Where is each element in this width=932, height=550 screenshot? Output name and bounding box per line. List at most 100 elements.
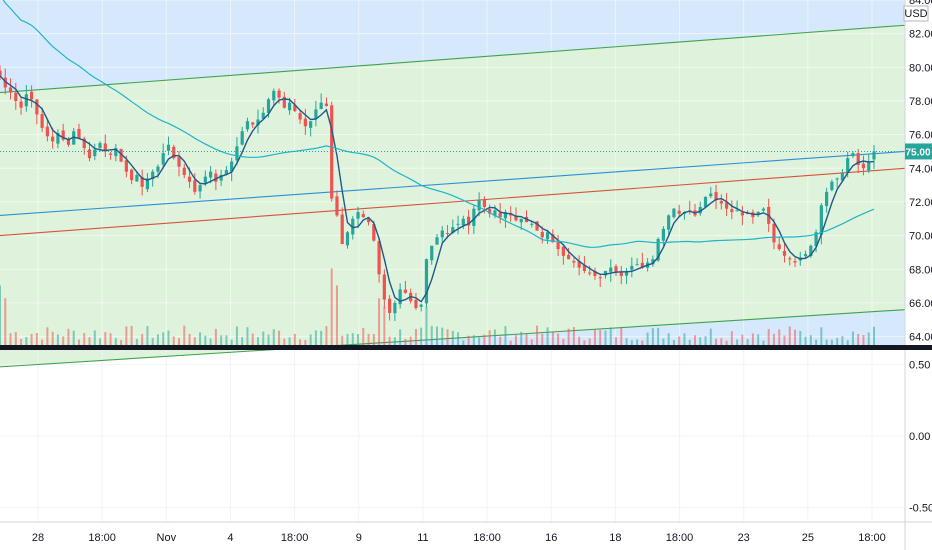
candle-body <box>435 237 439 245</box>
volume-bar <box>704 336 707 345</box>
volume-bar <box>541 333 544 345</box>
volume-bar <box>509 340 512 345</box>
candle-body <box>672 208 676 218</box>
candle-body <box>35 99 39 115</box>
volume-bar <box>715 338 718 345</box>
price-tags: USD 75.00 <box>903 5 932 160</box>
currency-box[interactable] <box>903 5 929 22</box>
trendline-blue-trend[interactable] <box>0 150 906 216</box>
volume-bar <box>214 328 217 345</box>
candle-body <box>730 209 734 213</box>
volume-bar <box>178 338 181 345</box>
candle-body <box>266 99 271 113</box>
candle-body <box>793 261 797 263</box>
candle-body <box>245 121 250 130</box>
moving-average-line[interactable] <box>0 0 875 248</box>
volume-bar <box>551 331 554 345</box>
volume-bar <box>251 333 254 345</box>
candle-body <box>593 271 597 276</box>
trendline-red-trend[interactable] <box>0 167 906 237</box>
price-tick-label: 74.00 <box>909 163 932 175</box>
volume-bar <box>425 306 428 345</box>
candle-body <box>782 250 787 256</box>
trendline-channel-upper[interactable] <box>0 24 906 94</box>
candle-body <box>556 242 560 250</box>
candle-body <box>61 130 65 140</box>
volume-bar <box>572 327 575 345</box>
candle-body <box>846 158 850 173</box>
volume-bar <box>77 339 80 345</box>
time-tick-label: 28 <box>32 532 44 544</box>
volume-bar <box>304 340 307 345</box>
vwap-line[interactable] <box>0 75 875 303</box>
time-tick-label: 25 <box>802 532 814 544</box>
volume-bar <box>241 337 244 345</box>
volume-bar <box>799 330 802 345</box>
candle-body <box>856 153 860 165</box>
volume-bar <box>357 334 360 345</box>
candle-body <box>609 267 613 272</box>
volume-bar <box>493 329 496 345</box>
volume-bar <box>383 306 386 345</box>
volume-bar <box>56 334 59 345</box>
candle-body <box>835 178 839 180</box>
volume-bar <box>625 338 628 345</box>
currency-label: USD <box>904 8 927 20</box>
candle-body <box>177 157 181 167</box>
candle-body <box>187 176 192 182</box>
candle-body <box>398 289 402 305</box>
volume-bar <box>741 334 744 345</box>
candle-body <box>461 218 465 226</box>
volume-bar <box>378 298 381 345</box>
time-tick-label: 18:00 <box>281 532 309 544</box>
candle-body <box>277 90 281 98</box>
candle-body <box>861 163 866 169</box>
indicator-lines <box>0 0 905 303</box>
price-tick-label: 70.00 <box>909 231 932 243</box>
volume-bar <box>404 338 407 345</box>
volume-bar <box>841 336 844 345</box>
candle-body <box>198 185 202 192</box>
pane-separator[interactable] <box>0 345 932 350</box>
volume-bar <box>9 333 12 345</box>
volume-bar <box>230 339 233 345</box>
candle-body <box>124 160 128 172</box>
volume-bars <box>0 268 875 345</box>
volume-bar <box>851 331 854 345</box>
candle-body <box>424 259 429 304</box>
volume-bar <box>857 334 860 345</box>
candle-body <box>740 212 744 216</box>
last-price-tag-bg <box>905 143 932 160</box>
candle-body <box>493 210 497 216</box>
volume-bar <box>167 330 170 345</box>
volume-bar <box>772 333 775 345</box>
volume-bar <box>720 338 723 345</box>
volume-bar <box>267 334 270 345</box>
volume-bar <box>578 336 581 345</box>
candle-body <box>230 161 234 172</box>
volume-bar <box>683 333 686 345</box>
candle-body <box>119 148 123 162</box>
price-tick-label: 72.00 <box>909 197 932 209</box>
candle-body <box>624 270 629 276</box>
volume-bar <box>862 334 865 345</box>
volume-bar <box>794 329 797 345</box>
volume-bar <box>809 335 812 345</box>
candle-body <box>135 175 139 182</box>
volume-bar <box>436 326 438 345</box>
candle-body <box>867 161 871 171</box>
volume-bar <box>430 325 433 345</box>
volume-bar <box>630 340 633 345</box>
candle-body <box>45 126 49 137</box>
volume-bar <box>636 339 639 345</box>
candle-body <box>14 92 18 101</box>
candle-body <box>466 216 471 226</box>
candle-body <box>351 218 355 235</box>
volume-bar <box>620 328 623 345</box>
candle-body <box>287 102 292 111</box>
volume-bar <box>0 285 1 345</box>
volume-bar <box>667 333 670 345</box>
volume-bar <box>693 335 696 345</box>
volume-bar <box>467 335 470 345</box>
volume-bar <box>367 333 370 345</box>
